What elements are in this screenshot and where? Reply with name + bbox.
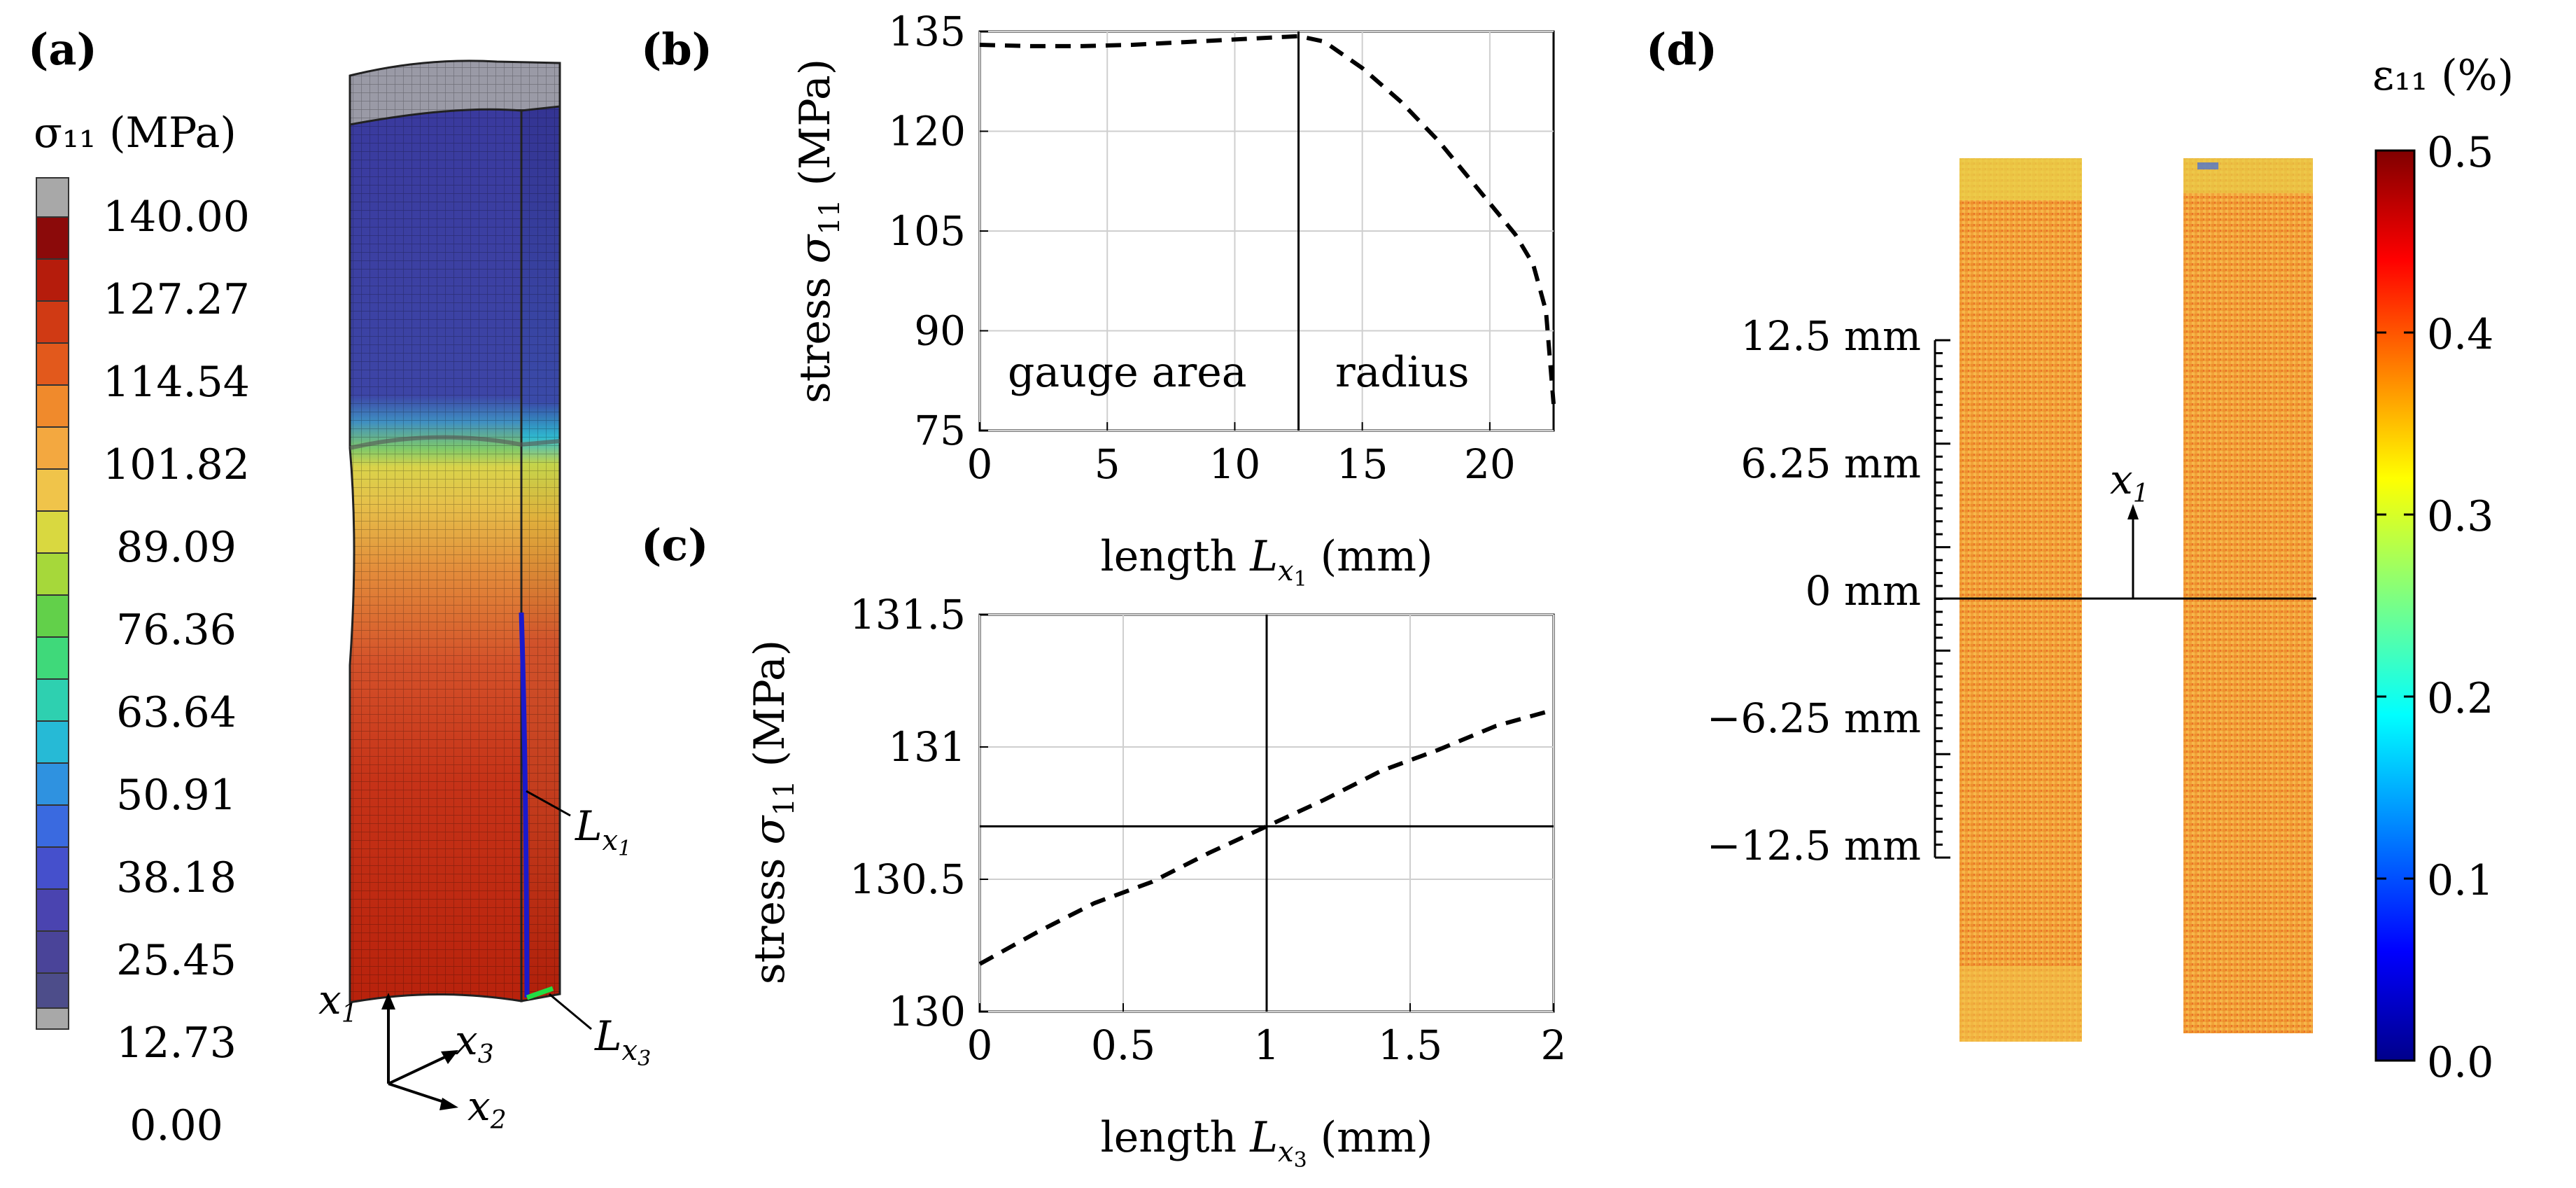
lx3-label: Lx3 bbox=[594, 1012, 651, 1071]
chart-b-series-line bbox=[979, 34, 1556, 405]
dic-strip-left bbox=[1959, 158, 2082, 1042]
chart-b-xlabel: length Lx1 (mm) bbox=[1101, 532, 1433, 592]
chart-c-reference-lines bbox=[980, 615, 1554, 1012]
x-tick-label: 2 bbox=[1541, 1021, 1567, 1069]
colorbar-d-tick: 0.5 bbox=[2427, 128, 2493, 177]
colorbar-a bbox=[36, 177, 69, 1030]
scale-tick-label: −6.25 mm bbox=[1707, 694, 1921, 742]
y-tick-label: 105 bbox=[888, 207, 966, 255]
x-tick-label: 5 bbox=[1095, 440, 1120, 488]
scale-tick-label: −12.5 mm bbox=[1707, 822, 1921, 869]
scale-tick-label: 6.25 mm bbox=[1740, 440, 1921, 487]
colorbar-a-tick: 114.54 bbox=[103, 358, 250, 407]
colorbar-d-tick: 0.2 bbox=[2427, 674, 2493, 723]
colorbar-d bbox=[2374, 149, 2416, 1062]
y-tick-label: 75 bbox=[914, 407, 966, 454]
colorbar-a-tick: 50.91 bbox=[116, 771, 237, 820]
colorbar-a-tick: 0.00 bbox=[129, 1101, 223, 1150]
dic-x1-label: x1 bbox=[2110, 456, 2149, 508]
panel-d-label: (d) bbox=[1646, 24, 1717, 75]
x-tick-label: 0.5 bbox=[1091, 1021, 1155, 1069]
lx1-label: Lx1 bbox=[575, 802, 631, 861]
y-tick-label: 90 bbox=[914, 307, 966, 355]
dic-x1-arrow bbox=[2127, 504, 2139, 599]
chart-c-series-line bbox=[978, 708, 1554, 966]
chart-b-ylabel: stress σ11 (MPa) bbox=[791, 59, 846, 403]
colorbar-a-tick: 127.27 bbox=[103, 275, 250, 324]
lx1-leader bbox=[526, 790, 571, 817]
axis-x2-label: x2 bbox=[467, 1082, 507, 1135]
y-tick-label: 130 bbox=[888, 988, 966, 1035]
coordinate-triad bbox=[381, 993, 458, 1110]
x-tick-label: 15 bbox=[1337, 440, 1388, 488]
colorbar-a-title: σ₁₁ (MPa) bbox=[34, 109, 237, 158]
panel-b-label: (b) bbox=[641, 24, 712, 75]
lx3-leader bbox=[549, 993, 592, 1030]
dic-strip-right bbox=[2183, 158, 2313, 1033]
colorbar-d-ticks: 0.5 0.4 0.3 0.2 0.1 0.0 bbox=[2427, 128, 2493, 1087]
chart-b-ticks: 0 5 10 15 20 75 90 105 120 135 bbox=[888, 8, 1516, 488]
chart-c-ticks: 0 0.5 1 1.5 2 130 130.5 131 131.5 bbox=[850, 591, 1567, 1069]
chart-b-annotation-radius: radius bbox=[1335, 348, 1469, 397]
colorbar-d-tick: 0.4 bbox=[2427, 310, 2493, 359]
colorbar-a-tick: 89.09 bbox=[116, 523, 237, 572]
colorbar-d-tick: 0.0 bbox=[2427, 1038, 2493, 1087]
x-tick-label: 1.5 bbox=[1378, 1021, 1442, 1069]
x-tick-label: 0 bbox=[967, 440, 993, 488]
x-tick-label: 20 bbox=[1464, 440, 1516, 488]
chart-c-xlabel: length Lx3 (mm) bbox=[1101, 1113, 1433, 1173]
axis-x3-label: x3 bbox=[455, 1016, 494, 1069]
colorbar-a-tick: 101.82 bbox=[103, 440, 250, 489]
path-lx1-line bbox=[519, 612, 530, 998]
colorbar-a-tick: 12.73 bbox=[116, 1019, 237, 1068]
y-tick-label: 120 bbox=[888, 108, 966, 155]
dic-scale: 12.5 mm 6.25 mm 0 mm −6.25 mm −12.5 mm bbox=[1707, 312, 1950, 869]
chart-c-ylabel: stress σ11 (MPa) bbox=[745, 640, 801, 984]
colorbar-a-tick: 63.64 bbox=[116, 688, 237, 737]
scale-tick-label: 0 mm bbox=[1806, 567, 1921, 615]
colorbar-a-tick: 140.00 bbox=[103, 193, 250, 242]
panel-c-label: (c) bbox=[641, 519, 708, 571]
panel-a-label: (a) bbox=[28, 24, 97, 75]
chart-b-grid bbox=[979, 31, 1554, 431]
x-tick-label: 0 bbox=[967, 1021, 993, 1069]
colorbar-a-tick: 76.36 bbox=[116, 606, 237, 655]
chart-b-annotation-gauge: gauge area bbox=[1008, 348, 1247, 397]
x-tick-label: 10 bbox=[1209, 440, 1261, 488]
colorbar-d-tick: 0.1 bbox=[2427, 856, 2493, 905]
y-tick-label: 131.5 bbox=[850, 591, 966, 638]
scale-tick-label: 12.5 mm bbox=[1740, 312, 1921, 360]
colorbar-d-title: ε₁₁ (%) bbox=[2372, 51, 2514, 100]
colorbar-a-ticks: 140.00 127.27 114.54 101.82 89.09 76.36 … bbox=[103, 193, 250, 1150]
colorbar-a-tick: 25.45 bbox=[116, 936, 237, 985]
path-lx3-line bbox=[526, 986, 554, 1000]
fe-specimen bbox=[349, 60, 561, 1004]
colorbar-a-tick: 38.18 bbox=[116, 853, 237, 902]
colorbar-d-tick: 0.3 bbox=[2427, 492, 2493, 541]
x-tick-label: 1 bbox=[1254, 1021, 1280, 1069]
y-tick-label: 135 bbox=[888, 8, 966, 55]
y-tick-label: 131 bbox=[888, 723, 966, 771]
y-tick-label: 130.5 bbox=[850, 855, 966, 903]
chart-c: 0 0.5 1 1.5 2 130 130.5 131 131.5 length Lx3 (mm… bbox=[745, 591, 1566, 1173]
